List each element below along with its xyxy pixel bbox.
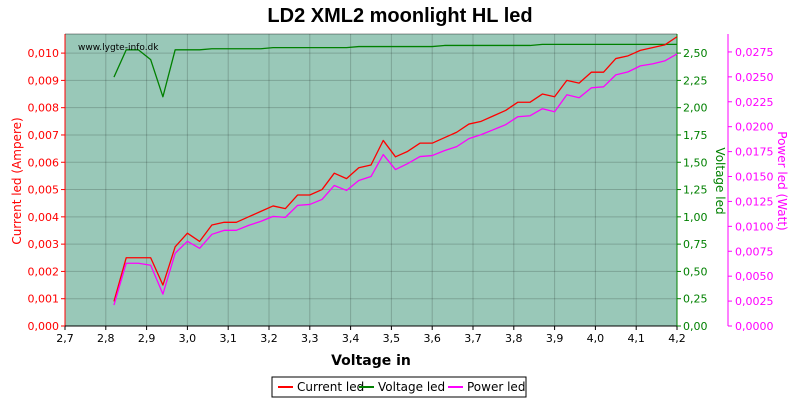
- x-axis-label: Voltage in: [331, 353, 411, 369]
- legend-box: [271, 376, 527, 398]
- y-left-tick-label: 0,008: [28, 102, 60, 115]
- y-power-tick-label: 0,0200: [735, 121, 774, 134]
- y-left-tick-label: 0,006: [28, 156, 60, 169]
- y-power-tick-label: 0,0250: [735, 71, 774, 84]
- y-voltage-tick-label: 0,25: [683, 293, 708, 306]
- y-power-tick-label: 0,0175: [735, 146, 774, 159]
- x-tick-label: 3,1: [219, 332, 237, 345]
- y-power-tick-label: 0,0225: [735, 96, 774, 109]
- x-tick-label: 2,7: [56, 332, 74, 345]
- y-voltage-tick-label: 1,00: [683, 211, 708, 224]
- y-power-tick-label: 0,0100: [735, 220, 774, 233]
- x-tick-label: 2,9: [138, 332, 156, 345]
- y-left-tick-label: 0,004: [28, 211, 60, 224]
- y-voltage-tick-label: 1,50: [683, 156, 708, 169]
- x-tick-label: 3,5: [383, 332, 401, 345]
- watermark-text: www.lygte-info.dk: [78, 43, 159, 53]
- y-power-tick-label: 0,0275: [735, 46, 774, 59]
- y-left-tick-label: 0,005: [28, 184, 60, 197]
- chart-title: LD2 XML2 moonlight HL led: [267, 5, 532, 27]
- y-left-tick-label: 0,007: [28, 129, 60, 142]
- x-tick-label: 3,8: [505, 332, 523, 345]
- y-power-tick-label: 0,0050: [735, 270, 774, 283]
- y-voltage-tick-label: 2,25: [683, 74, 708, 87]
- x-tick-label: 3,7: [464, 332, 482, 345]
- y-voltage-tick-label: 2,50: [683, 47, 708, 60]
- axes: 2,7 2,8 2,9 3,0 3,1 3,2 3,3 3,4 3,5 3,6 3,7 3,8 3,9 4…: [28, 33, 774, 345]
- y-power-tick-label: 0,0025: [735, 295, 774, 308]
- y-power-tick-label: 0,0075: [735, 245, 774, 258]
- y-voltage-tick-label: 1,25: [683, 184, 708, 197]
- x-tick-label: 3,2: [260, 332, 278, 345]
- x-tick-label: 4,1: [627, 332, 645, 345]
- y-voltage-tick-label: 0,50: [683, 265, 708, 278]
- y-left-tick-label: 0,009: [28, 74, 60, 87]
- x-tick-label: 3,4: [342, 332, 360, 345]
- y-axis-label-voltage: Voltage led: [713, 147, 727, 214]
- y-left-tick-label: 0,003: [28, 238, 60, 251]
- x-tick-label: 3,0: [179, 332, 197, 345]
- legend-label: Current led: [297, 380, 364, 394]
- y-left-tick-label: 0,001: [28, 293, 60, 306]
- legend-label: Voltage led: [378, 380, 445, 394]
- y-voltage-tick-label: 2,00: [683, 102, 708, 115]
- y-left-tick-label: 0,010: [28, 47, 60, 60]
- y-voltage-tick-label: 0,00: [683, 320, 708, 333]
- y-power-tick-label: 0,0125: [735, 195, 774, 208]
- x-tick-label: 2,8: [97, 332, 115, 345]
- x-tick-label: 3,6: [423, 332, 441, 345]
- legend: Current led Voltage led Power led: [271, 376, 527, 398]
- y-voltage-tick-label: 0,75: [683, 238, 708, 251]
- legend-label: Power led: [467, 380, 525, 394]
- x-tick-label: 4,0: [587, 332, 605, 345]
- y-axis-label-power: Power led (Watt): [775, 131, 789, 230]
- x-tick-label: 3,3: [301, 332, 319, 345]
- y-power-tick-label: 0,0150: [735, 171, 774, 184]
- y-voltage-tick-label: 1,75: [683, 129, 708, 142]
- grid: [64, 34, 678, 327]
- y-left-tick-label: 0,002: [28, 265, 60, 278]
- y-axis-label-current: Current led (Ampere): [10, 117, 24, 244]
- x-tick-label: 3,9: [546, 332, 564, 345]
- series-group: [113, 36, 678, 306]
- x-tick-label: 4,2: [668, 332, 686, 345]
- series-line-power: [113, 53, 678, 306]
- y-left-tick-label: 0,000: [28, 320, 60, 333]
- series-line-voltage: [113, 43, 677, 98]
- y-power-tick-label: 0,0000: [735, 320, 774, 333]
- series-line-current: [113, 36, 678, 302]
